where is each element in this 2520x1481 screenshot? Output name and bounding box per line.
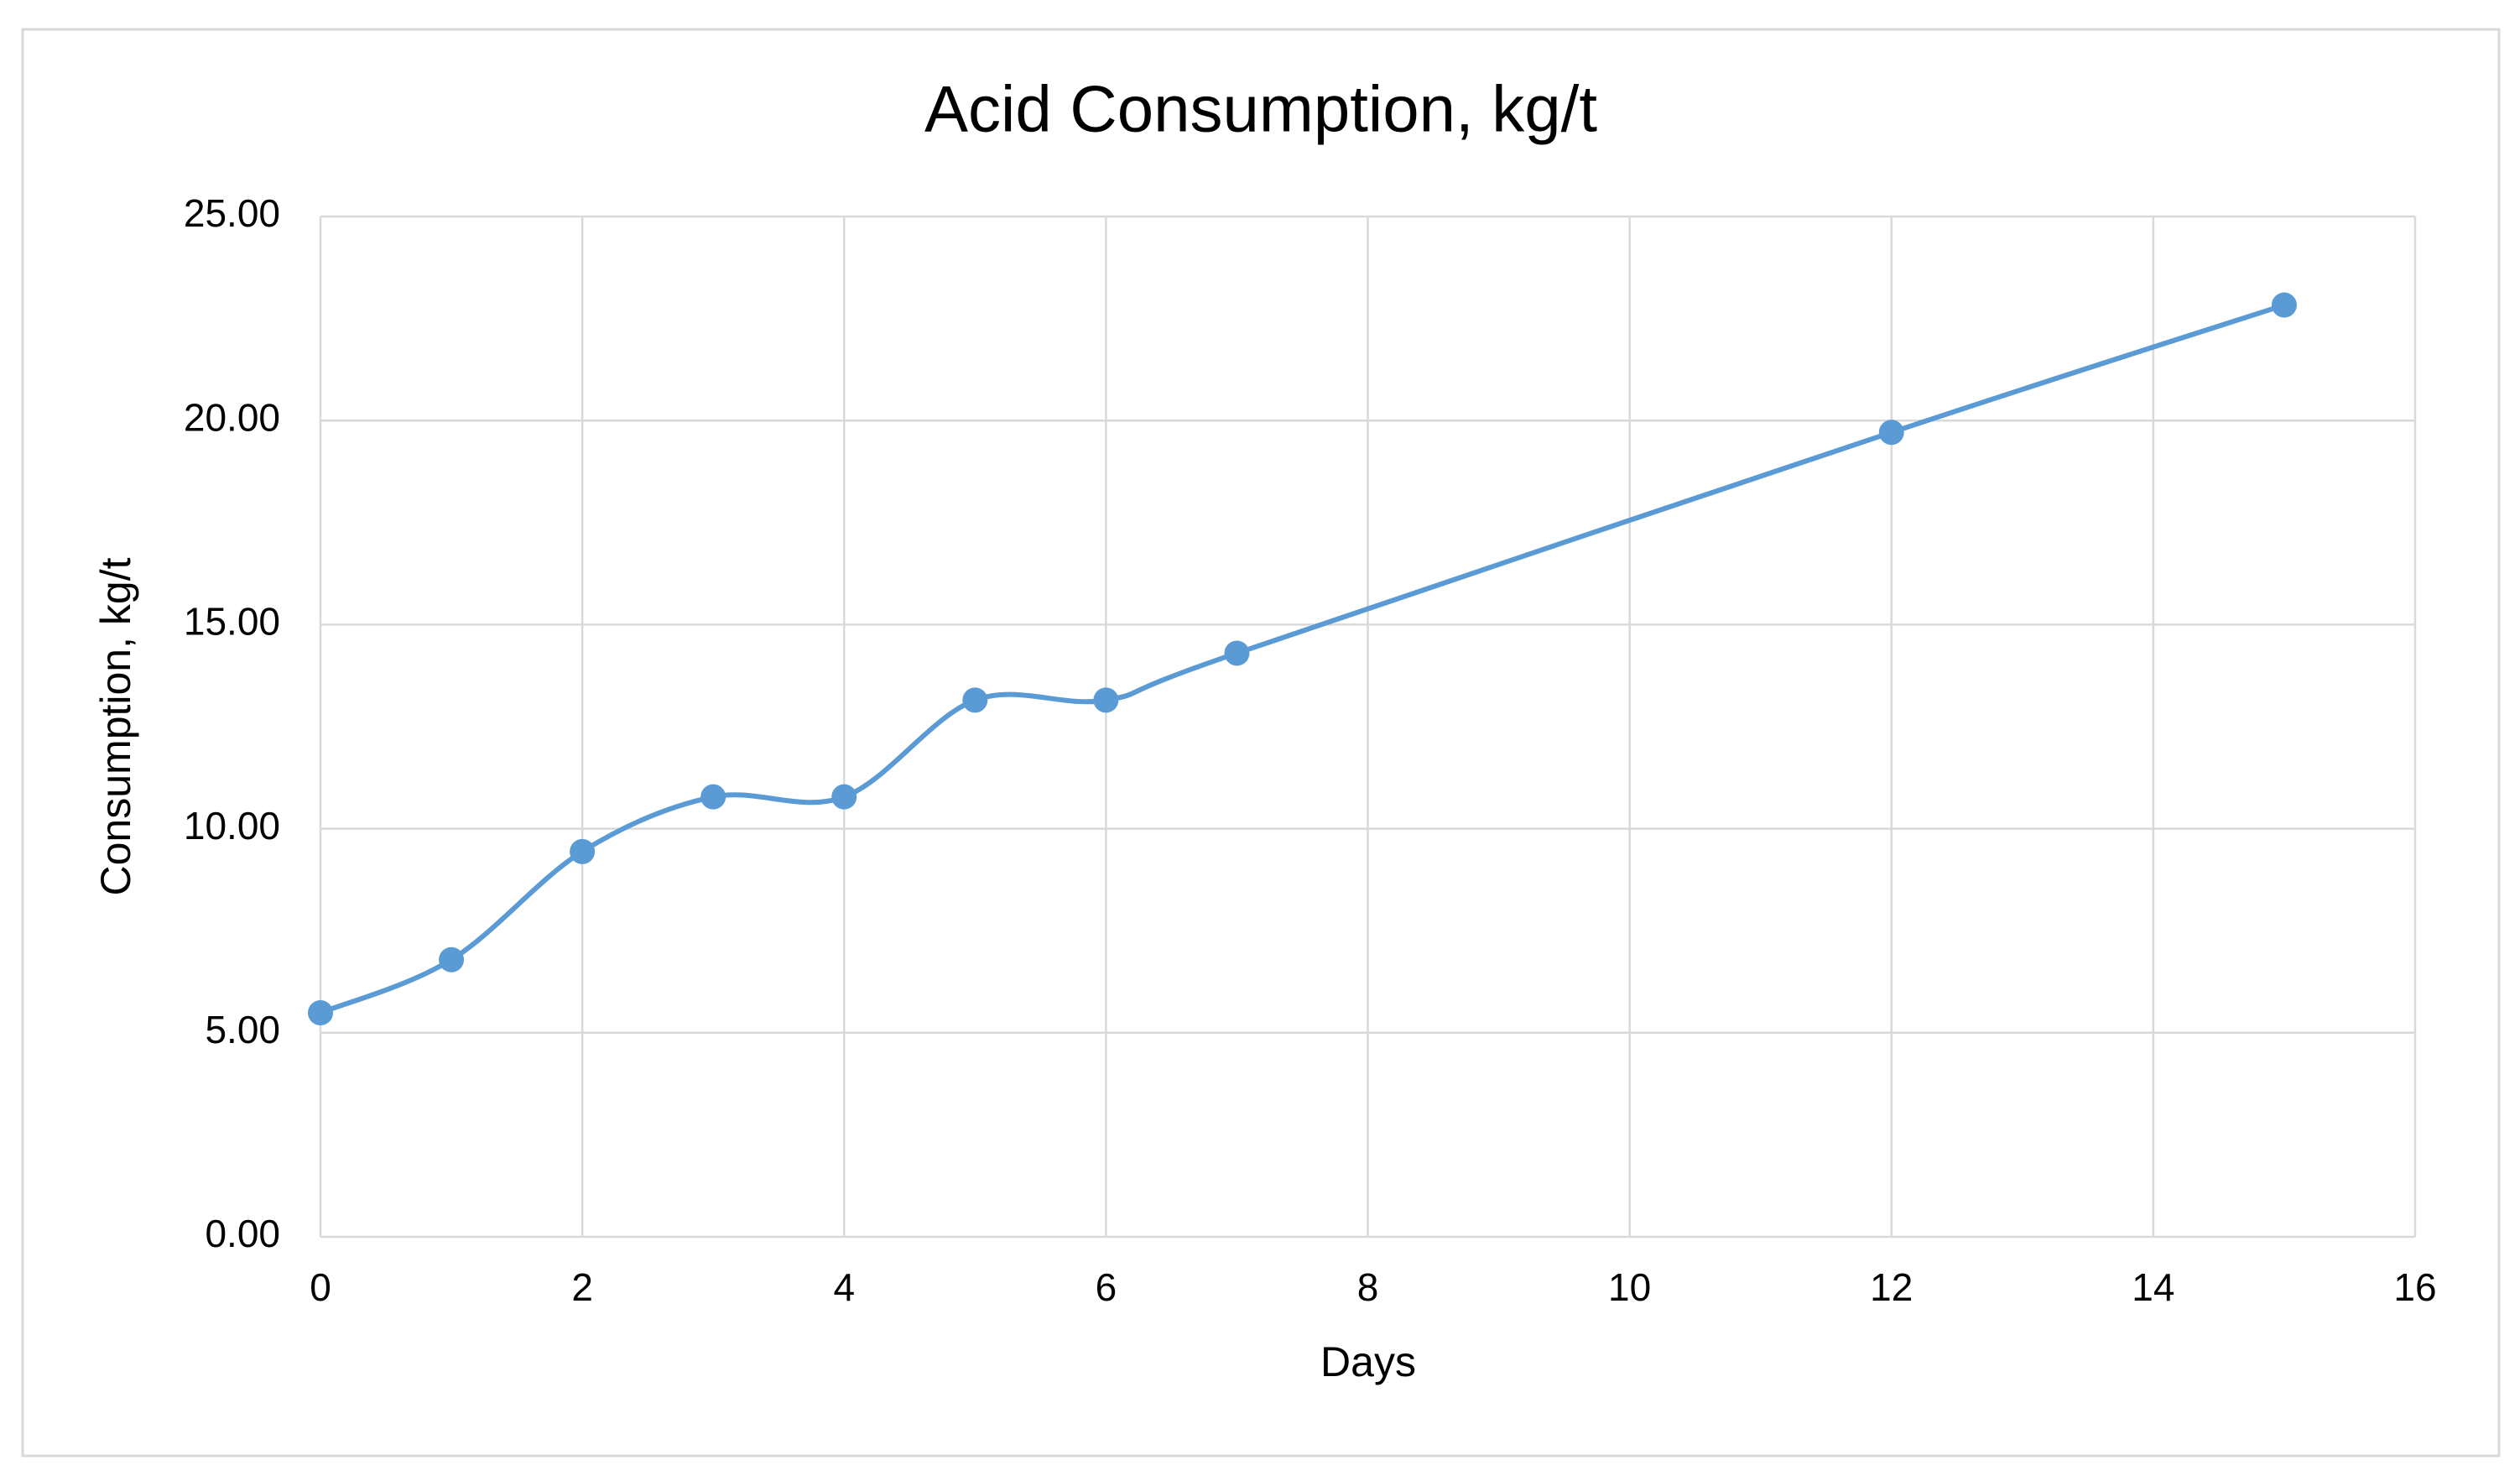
x-tick-label: 10 xyxy=(1608,1265,1651,1309)
x-tick-label: 4 xyxy=(833,1265,855,1309)
x-tick-label: 2 xyxy=(571,1265,593,1309)
y-tick-label: 0.00 xyxy=(205,1212,280,1255)
chart-border xyxy=(21,28,2501,1458)
x-axis-title: Days xyxy=(1320,1338,1416,1385)
data-point xyxy=(1878,420,1904,446)
data-point xyxy=(308,999,333,1025)
x-tick-label: 0 xyxy=(310,1265,331,1309)
data-point xyxy=(1093,687,1119,713)
x-tick-label: 12 xyxy=(1870,1265,1913,1309)
x-tick-label: 6 xyxy=(1096,1265,1117,1309)
data-point xyxy=(700,784,726,810)
y-tick-label: 15.00 xyxy=(184,600,280,644)
data-point xyxy=(439,946,465,973)
data-point xyxy=(2271,292,2297,318)
y-tick-label: 20.00 xyxy=(184,395,280,439)
chart-title: Acid Consumption, kg/t xyxy=(924,72,1597,146)
y-tick-label: 10.00 xyxy=(184,804,280,847)
x-tick-label: 14 xyxy=(2132,1265,2174,1309)
x-tick-label: 16 xyxy=(2393,1265,2436,1309)
data-point xyxy=(570,838,596,864)
data-point xyxy=(1224,640,1250,666)
data-point xyxy=(831,784,857,810)
y-tick-label: 25.00 xyxy=(184,191,280,235)
x-tick-label: 8 xyxy=(1357,1265,1379,1309)
y-tick-label: 5.00 xyxy=(205,1008,280,1051)
data-point xyxy=(962,687,988,713)
data-line xyxy=(319,302,2285,1015)
y-axis-title: Consumption, kg/t xyxy=(92,557,139,895)
